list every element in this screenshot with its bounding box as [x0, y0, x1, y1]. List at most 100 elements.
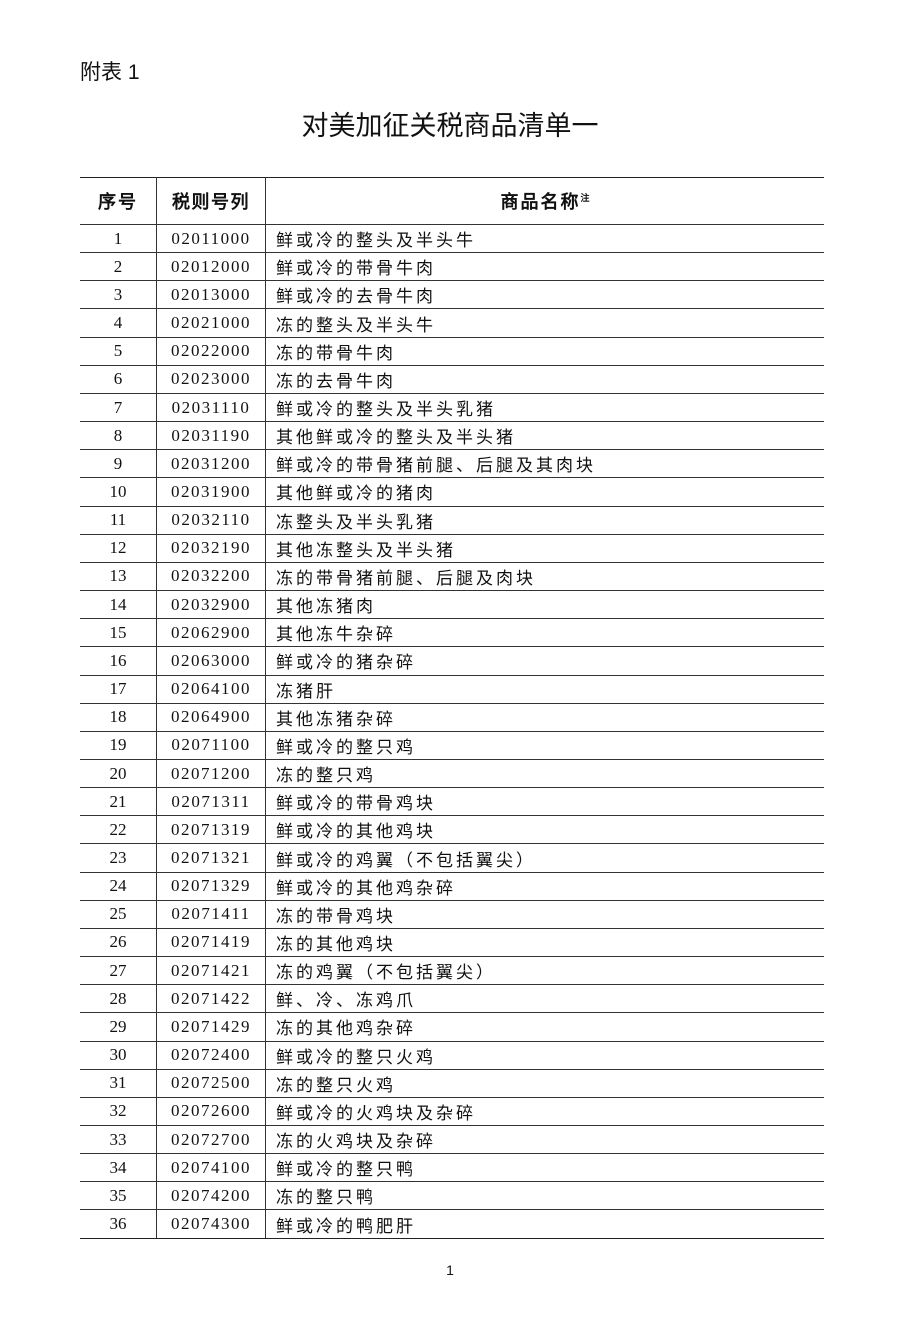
- cell-name: 鲜或冷的火鸡块及杂碎: [265, 1096, 824, 1127]
- cell-seq: 33: [80, 1124, 157, 1155]
- cell-code: 02031110: [156, 392, 266, 423]
- table-row: 32 02072600 鲜或冷的火鸡块及杂碎: [80, 1096, 824, 1127]
- cell-name: 鲜或冷的带骨鸡块: [265, 787, 824, 817]
- cell-name: 冻的带骨鸡块: [265, 899, 824, 929]
- header-name-label: 商品名称: [500, 192, 581, 212]
- cell-code: 02071321: [156, 843, 266, 873]
- table-row: 27 02071421 冻的鸡翼（不包括翼尖）: [80, 956, 824, 986]
- cell-name: 冻的去骨牛肉: [265, 364, 824, 394]
- cell-seq: 23: [80, 843, 157, 873]
- cell-code: 02074100: [156, 1153, 266, 1183]
- cell-code: 02071311: [156, 787, 266, 817]
- table-row: 2 02012000 鲜或冷的带骨牛肉: [80, 252, 824, 282]
- cell-name: 鲜或冷的去骨牛肉: [265, 280, 824, 310]
- table-row: 33 02072700 冻的火鸡块及杂碎: [80, 1124, 824, 1155]
- cell-code: 02023000: [156, 364, 266, 394]
- cell-seq: 20: [80, 758, 157, 789]
- table-row: 8 02031190 其他鲜或冷的整头及半头猪: [80, 421, 824, 451]
- cell-seq: 9: [80, 449, 157, 479]
- cell-name: 鲜或冷的猪杂碎: [265, 646, 824, 676]
- cell-code: 02071429: [156, 1012, 266, 1042]
- cell-code: 02072700: [156, 1124, 266, 1155]
- tariff-goods-table: 序号 税则号列 商品名称注 1 02011000 鲜或冷的整头及半头牛 2 020120…: [80, 177, 824, 1239]
- table-row: 5 02022000 冻的带骨牛肉: [80, 336, 824, 366]
- cell-code: 02062900: [156, 618, 266, 648]
- table-row: 36 02074300 鲜或冷的鸭肥肝: [80, 1209, 824, 1239]
- cell-name: 冻的鸡翼（不包括翼尖）: [265, 956, 824, 986]
- table-row: 26 02071419 冻的其他鸡块: [80, 927, 824, 958]
- cell-code: 02071319: [156, 815, 266, 845]
- table-header-row: 序号 税则号列 商品名称注: [80, 177, 824, 225]
- cell-name: 其他冻整头及半头猪: [265, 533, 824, 563]
- cell-seq: 28: [80, 984, 157, 1014]
- cell-seq: 1: [80, 223, 157, 254]
- cell-name: 鲜或冷的带骨牛肉: [265, 252, 824, 282]
- cell-seq: 26: [80, 927, 157, 958]
- cell-name: 其他冻猪肉: [265, 590, 824, 620]
- table-row: 20 02071200 冻的整只鸡: [80, 758, 824, 789]
- table-row: 22 02071319 鲜或冷的其他鸡块: [80, 815, 824, 845]
- cell-seq: 13: [80, 561, 157, 592]
- table-row: 6 02023000 冻的去骨牛肉: [80, 364, 824, 394]
- cell-seq: 27: [80, 956, 157, 986]
- cell-code: 02021000: [156, 308, 266, 338]
- cell-code: 02032200: [156, 561, 266, 592]
- cell-code: 02074200: [156, 1181, 266, 1211]
- cell-code: 02031190: [156, 421, 266, 451]
- cell-seq: 25: [80, 899, 157, 929]
- table-row: 9 02031200 鲜或冷的带骨猪前腿、后腿及其肉块: [80, 449, 824, 479]
- cell-name: 冻的整只鸭: [265, 1181, 824, 1211]
- cell-code: 02071419: [156, 927, 266, 958]
- cell-code: 02063000: [156, 646, 266, 676]
- table-row: 10 02031900 其他鲜或冷的猪肉: [80, 477, 824, 507]
- header-name: 商品名称注: [265, 177, 824, 225]
- annex-label: 附表 1: [80, 61, 140, 84]
- cell-name: 其他鲜或冷的整头及半头猪: [265, 421, 824, 451]
- cell-name: 冻的带骨猪前腿、后腿及肉块: [265, 561, 824, 592]
- table-row: 28 02071422 鲜、冷、冻鸡爪: [80, 984, 824, 1014]
- cell-name: 冻猪肝: [265, 674, 824, 704]
- table-row: 30 02072400 鲜或冷的整只火鸡: [80, 1040, 824, 1070]
- table-row: 19 02071100 鲜或冷的整只鸡: [80, 730, 824, 760]
- cell-seq: 22: [80, 815, 157, 845]
- cell-seq: 18: [80, 702, 157, 732]
- cell-seq: 34: [80, 1153, 157, 1183]
- cell-name: 冻的火鸡块及杂碎: [265, 1124, 824, 1155]
- cell-seq: 16: [80, 646, 157, 676]
- cell-code: 02022000: [156, 336, 266, 366]
- cell-name: 鲜或冷的整头及半头乳猪: [265, 392, 824, 423]
- table-row: 34 02074100 鲜或冷的整只鸭: [80, 1153, 824, 1183]
- cell-code: 02013000: [156, 280, 266, 310]
- cell-code: 02064900: [156, 702, 266, 732]
- cell-code: 02012000: [156, 252, 266, 282]
- table-row: 21 02071311 鲜或冷的带骨鸡块: [80, 787, 824, 817]
- page-title: 对美加征关税商品清单一: [301, 111, 599, 141]
- cell-seq: 2: [80, 252, 157, 282]
- table-row: 25 02071411 冻的带骨鸡块: [80, 899, 824, 929]
- cell-code: 02072600: [156, 1096, 266, 1127]
- cell-code: 02032900: [156, 590, 266, 620]
- cell-seq: 15: [80, 618, 157, 648]
- cell-name: 冻的整只火鸡: [265, 1068, 824, 1098]
- header-name-note: 注: [580, 193, 590, 203]
- cell-name: 鲜或冷的整只鸡: [265, 730, 824, 760]
- cell-name: 冻的其他鸡块: [265, 927, 824, 958]
- cell-name: 冻的整只鸡: [265, 758, 824, 789]
- cell-name: 鲜或冷的鸭肥肝: [265, 1209, 824, 1239]
- table-row: 3 02013000 鲜或冷的去骨牛肉: [80, 280, 824, 310]
- table-row: 4 02021000 冻的整头及半头牛: [80, 308, 824, 338]
- cell-code: 02032110: [156, 505, 266, 535]
- cell-seq: 35: [80, 1181, 157, 1211]
- cell-code: 02011000: [156, 223, 266, 254]
- cell-name: 冻的整头及半头牛: [265, 308, 824, 338]
- cell-name: 冻的其他鸡杂碎: [265, 1012, 824, 1042]
- cell-name: 鲜或冷的带骨猪前腿、后腿及其肉块: [265, 449, 824, 479]
- cell-name: 鲜或冷的整头及半头牛: [265, 223, 824, 254]
- cell-name: 鲜或冷的整只火鸡: [265, 1040, 824, 1070]
- table-row: 31 02072500 冻的整只火鸡: [80, 1068, 824, 1098]
- cell-code: 02031200: [156, 449, 266, 479]
- cell-seq: 32: [80, 1096, 157, 1127]
- cell-code: 02071329: [156, 871, 266, 901]
- cell-code: 02071422: [156, 984, 266, 1014]
- cell-name: 鲜或冷的整只鸭: [265, 1153, 824, 1183]
